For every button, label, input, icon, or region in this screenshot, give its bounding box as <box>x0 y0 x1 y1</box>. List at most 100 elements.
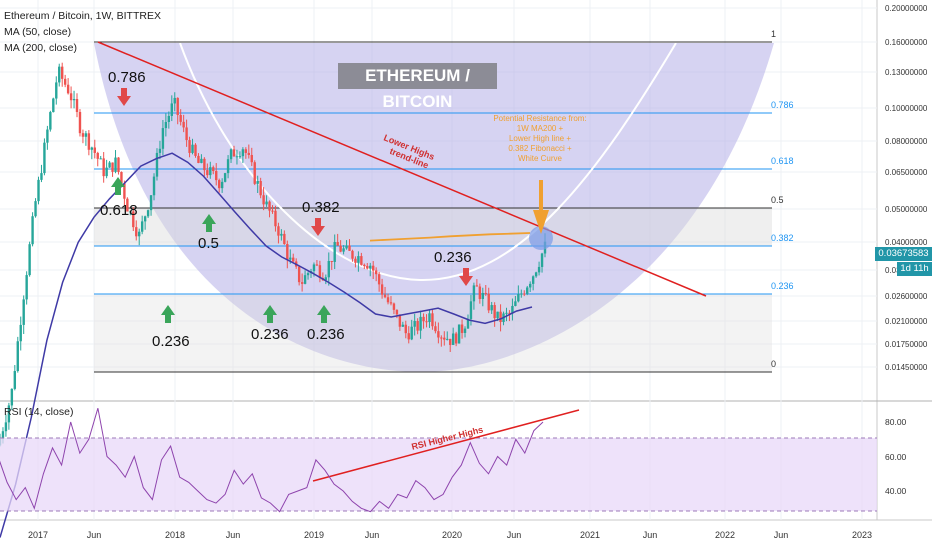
candle-body <box>215 171 218 181</box>
candle-body <box>155 152 159 177</box>
candle-body <box>469 301 473 319</box>
lower-highs-trendline <box>97 41 707 297</box>
candle-body <box>333 242 336 262</box>
candle-body <box>52 98 55 113</box>
candle-body <box>19 324 22 342</box>
candle-body <box>49 112 52 130</box>
candle-body <box>392 303 396 310</box>
time-tick-label: Jun <box>507 530 522 540</box>
candle-body <box>505 312 508 314</box>
candle-body <box>395 309 399 315</box>
candle-body <box>182 121 185 128</box>
candle-body <box>315 264 319 266</box>
chart-label: 0.382 <box>302 199 340 216</box>
candle-body <box>508 312 511 314</box>
candle-body <box>478 286 482 299</box>
candle-body <box>380 284 384 295</box>
candle-body <box>327 260 330 278</box>
candle-body <box>87 133 91 150</box>
candle-body <box>277 226 280 236</box>
chart-label: 0.236 <box>152 333 190 350</box>
up-arrow <box>111 177 125 195</box>
candle-body <box>493 305 496 319</box>
candle-body <box>413 320 416 327</box>
candle-body <box>209 167 212 176</box>
candle-body <box>161 128 165 149</box>
fib-level-label: 0.786 <box>771 100 794 110</box>
rsi-line <box>0 408 544 513</box>
price-tick-label: 0.08000000 <box>885 137 928 146</box>
candle-body <box>457 324 461 344</box>
candle-body <box>170 103 173 116</box>
candle-body <box>540 253 544 267</box>
ma200-line <box>369 232 531 242</box>
candle-body <box>123 183 126 199</box>
candle-body <box>283 233 286 245</box>
time-tick-label: 2023 <box>852 530 872 540</box>
candle-body <box>268 201 271 211</box>
candle-body <box>200 158 203 163</box>
candle-body <box>75 99 79 112</box>
candle-body <box>460 324 464 333</box>
candle-body <box>419 316 422 331</box>
candle-body <box>416 320 419 331</box>
candle-body <box>274 210 277 227</box>
candle-body <box>40 173 43 180</box>
candle-body <box>206 170 209 176</box>
candle-body <box>303 275 307 284</box>
price-tick-label: 0.04000000 <box>885 238 928 247</box>
rsi-band <box>0 438 877 511</box>
time-tick-label: Jun <box>226 530 241 540</box>
price-tick-label: 0.02100000 <box>885 317 928 326</box>
white-curve <box>179 42 677 282</box>
candle-body <box>454 333 458 344</box>
candle-body <box>120 171 123 184</box>
candle-body <box>324 277 328 281</box>
candle-body <box>289 257 292 260</box>
price-tick-label: 0.13000000 <box>885 68 928 77</box>
candle-body <box>217 180 221 189</box>
candle-body <box>499 311 502 323</box>
candle-body <box>96 152 99 159</box>
fib-level-label: 0.236 <box>771 281 794 291</box>
candle-body <box>10 388 14 406</box>
time-tick-label: 2017 <box>28 530 48 540</box>
candle-body <box>422 316 425 322</box>
down-arrow <box>459 268 473 286</box>
candle-body <box>235 156 239 158</box>
candle-body <box>339 245 342 252</box>
price-tick-label: 0.01750000 <box>885 340 928 349</box>
rsi-tick-label: 40.00 <box>885 486 907 496</box>
candle-body <box>487 293 490 311</box>
time-tick-label: Jun <box>87 530 102 540</box>
candle-body <box>111 162 114 172</box>
candle-body <box>194 144 197 156</box>
fib-band-shade <box>94 208 772 246</box>
candle-body <box>58 66 61 83</box>
candle-body <box>28 244 31 276</box>
candle-body <box>117 157 120 172</box>
candle-body <box>152 176 156 196</box>
time-tick-label: Jun <box>643 530 658 540</box>
ma50-legend: MA (50, close) <box>4 26 72 38</box>
candle-countdown-tag: 1d 11h <box>897 262 932 276</box>
rsi-layer <box>0 408 877 513</box>
price-tick-label: 0.01450000 <box>885 363 928 372</box>
candle-body <box>360 256 363 265</box>
candle-body <box>143 216 147 222</box>
price-tick-label: 0.02600000 <box>885 292 928 301</box>
rsi-tick-label: 80.00 <box>885 417 907 427</box>
candle-body <box>220 181 224 189</box>
fibonacci-layer: 1 0.786 0.618 0.5 0.382 0.236 0 <box>94 29 794 373</box>
candle-body <box>449 338 452 345</box>
price-tick-label: 0.05000000 <box>885 205 928 214</box>
rsi-tick-label: 60.00 <box>885 452 907 462</box>
time-tick-label: Jun <box>365 530 380 540</box>
candle-body <box>149 195 153 211</box>
candle-body <box>342 248 345 252</box>
rsi-legend: RSI (14, close) <box>4 406 74 418</box>
candle-body <box>446 338 449 340</box>
candle-body <box>140 221 144 232</box>
time-tick-label: Jun <box>774 530 789 540</box>
axis-text-layer: 0.20000000 0.16000000 0.13000000 0.10000000… <box>28 4 928 540</box>
